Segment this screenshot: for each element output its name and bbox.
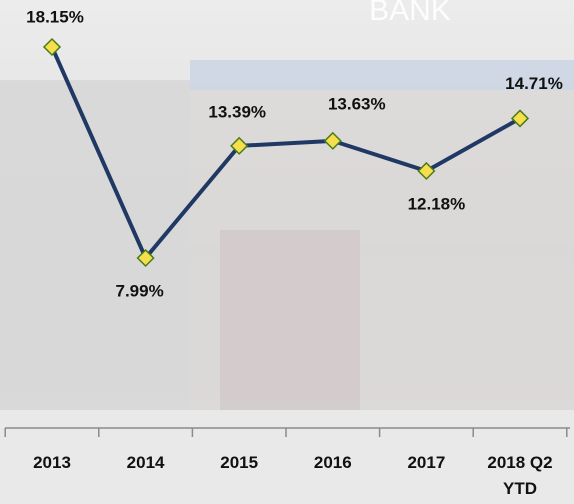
- marker: [136, 248, 155, 268]
- marker: [417, 161, 436, 181]
- x-tick-label: 2015: [220, 453, 259, 472]
- marker: [42, 37, 62, 57]
- x-tick-label: 2013: [33, 453, 71, 472]
- value-label: 18.15%: [26, 7, 84, 26]
- x-tick-label: 2018 Q2 YTD: [487, 453, 553, 498]
- x-tick-label: 2017: [407, 453, 446, 472]
- value-label: 12.18%: [408, 194, 466, 213]
- sign-text: BANK: [369, 0, 451, 27]
- x-tick-label: 2016: [313, 453, 352, 472]
- value-label: 14.71%: [505, 74, 563, 93]
- line-series: [50, 46, 521, 260]
- marker: [230, 136, 249, 155]
- x-tick-label: 2014: [126, 453, 165, 472]
- marker: [323, 131, 342, 150]
- value-label: 13.39%: [208, 102, 266, 121]
- value-label: 7.99%: [115, 281, 163, 300]
- marker: [510, 109, 530, 128]
- value-label: 13.63%: [328, 94, 386, 113]
